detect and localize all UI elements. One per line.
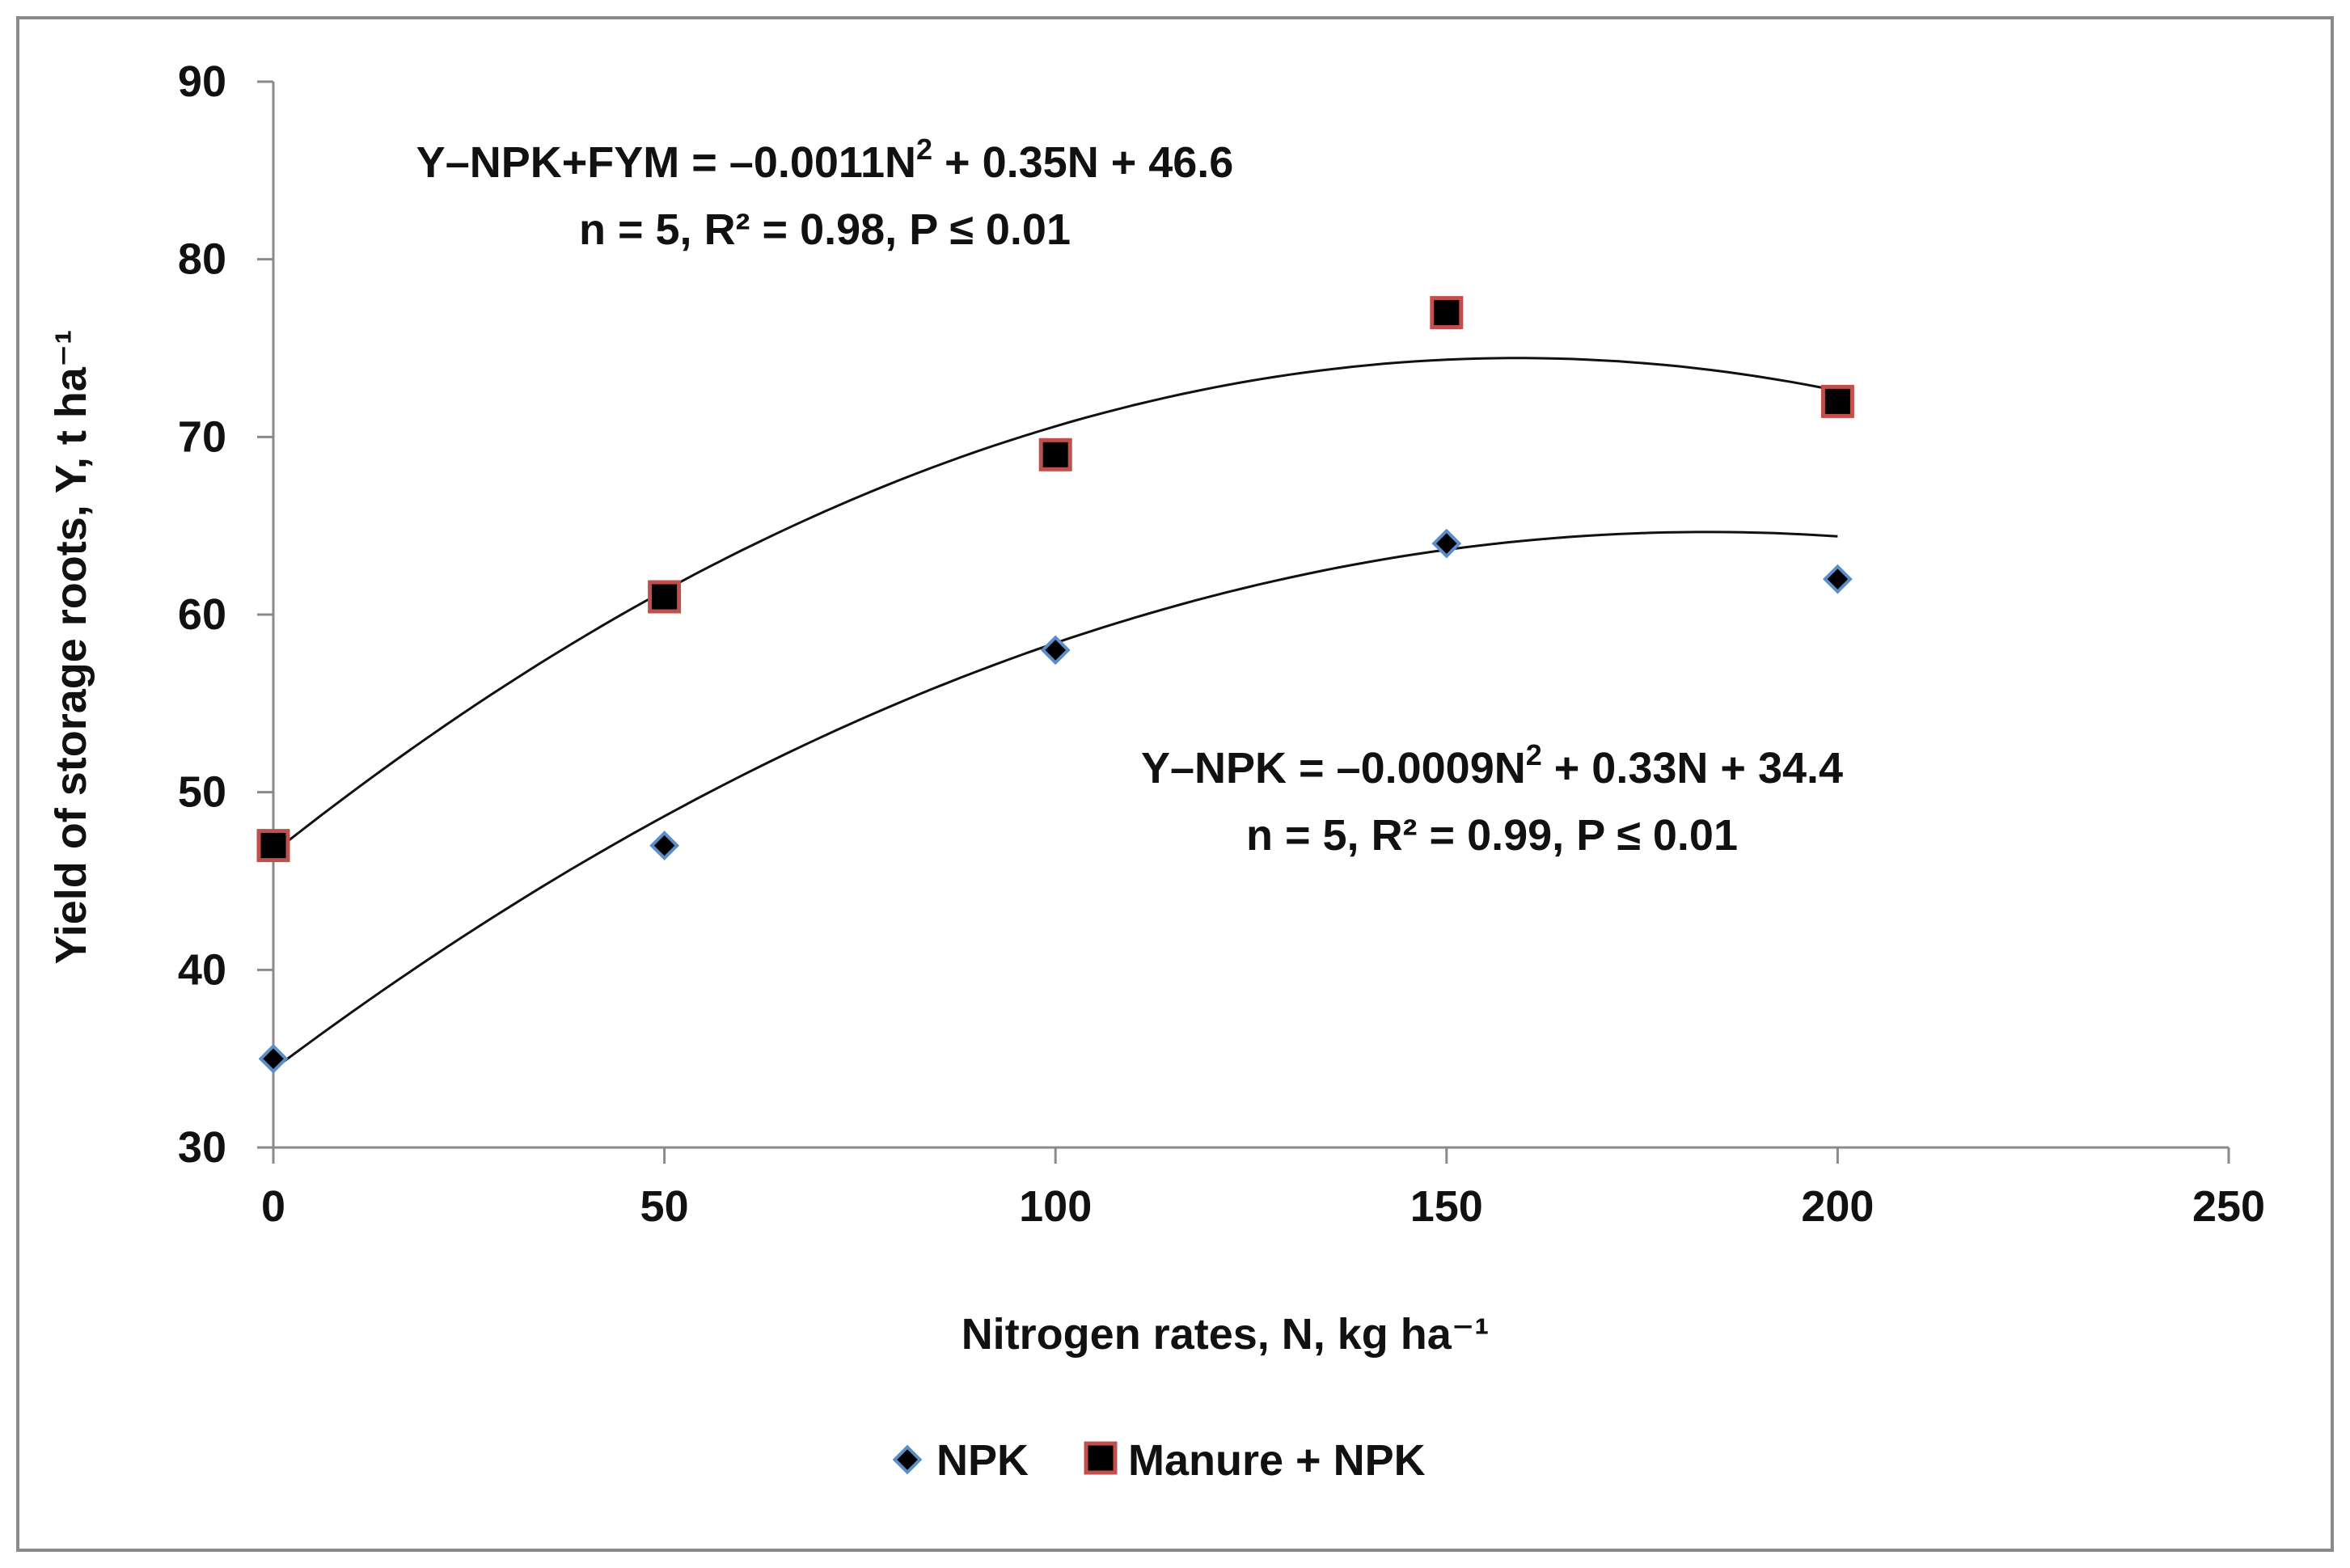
x-tick-label: 200	[1801, 1182, 1874, 1231]
point-npk	[649, 830, 679, 860]
trendline-manure-npk	[273, 357, 1838, 854]
x-axis-label: Nitrogen rates, N, kg ha⁻¹	[962, 1310, 1490, 1359]
y-tick-label: 90	[178, 57, 226, 106]
legend: NPK Manure + NPK	[892, 1436, 1426, 1485]
equation-manure-npk-rhs: + 0.35N + 46.6	[932, 138, 1233, 187]
y-tick-label: 40	[178, 945, 226, 994]
point-npk	[1823, 564, 1853, 594]
legend-marker-manure-npk	[1084, 1441, 1118, 1475]
point-manure-npk	[1430, 296, 1464, 330]
point-manure-npk	[1038, 437, 1072, 471]
x-tick-label: 100	[1019, 1182, 1092, 1231]
equation-npk-lhs: Y–NPK = –0.0009N	[1141, 744, 1526, 792]
x-tick-label: 250	[2192, 1182, 2265, 1231]
stats-manure-npk: n = 5, R² = 0.98, P ≤ 0.01	[579, 205, 1071, 254]
point-npk	[258, 1043, 289, 1074]
equation-npk-rhs: + 0.33N + 34.4	[1542, 744, 1843, 792]
y-tick-label: 50	[178, 768, 226, 817]
equation-manure-npk-sup: 2	[916, 133, 932, 166]
y-tick-label: 30	[178, 1123, 226, 1172]
point-manure-npk	[256, 829, 290, 863]
y-tick-label: 80	[178, 235, 226, 284]
stats-npk: n = 5, R² = 0.99, P ≤ 0.01	[1246, 811, 1738, 860]
point-npk	[1431, 528, 1462, 559]
y-tick-label: 70	[178, 412, 226, 461]
legend-label-npk: NPK	[936, 1436, 1029, 1485]
point-manure-npk	[1820, 384, 1854, 418]
chart-border	[16, 16, 2334, 1552]
equation-manure-npk-lhs: Y–NPK+FYM = –0.0011N	[416, 138, 916, 187]
axes: 30 40 50 60 70 80 90 0 50 100 150 200 250	[178, 57, 2265, 1231]
y-axis-label: Yield of storage roots, Y, t ha⁻¹	[47, 330, 95, 965]
x-tick-label: 150	[1410, 1182, 1483, 1231]
point-npk	[1040, 635, 1071, 666]
point-manure-npk	[648, 580, 682, 614]
y-tick-label: 60	[178, 590, 226, 639]
equation-npk-sup: 2	[1526, 738, 1542, 771]
legend-diamond-marker	[892, 1444, 923, 1475]
equation-npk: Y–NPK = –0.0009N2 + 0.33N + 34.4	[1141, 738, 1843, 792]
data-points	[256, 296, 1854, 1074]
legend-label-manure-npk: Manure + NPK	[1128, 1436, 1426, 1485]
x-tick-label: 50	[640, 1182, 689, 1231]
legend-marker-npk	[892, 1444, 923, 1475]
x-tick-label: 0	[261, 1182, 285, 1231]
equation-manure-npk: Y–NPK+FYM = –0.0011N2 + 0.35N + 46.6	[416, 133, 1234, 187]
